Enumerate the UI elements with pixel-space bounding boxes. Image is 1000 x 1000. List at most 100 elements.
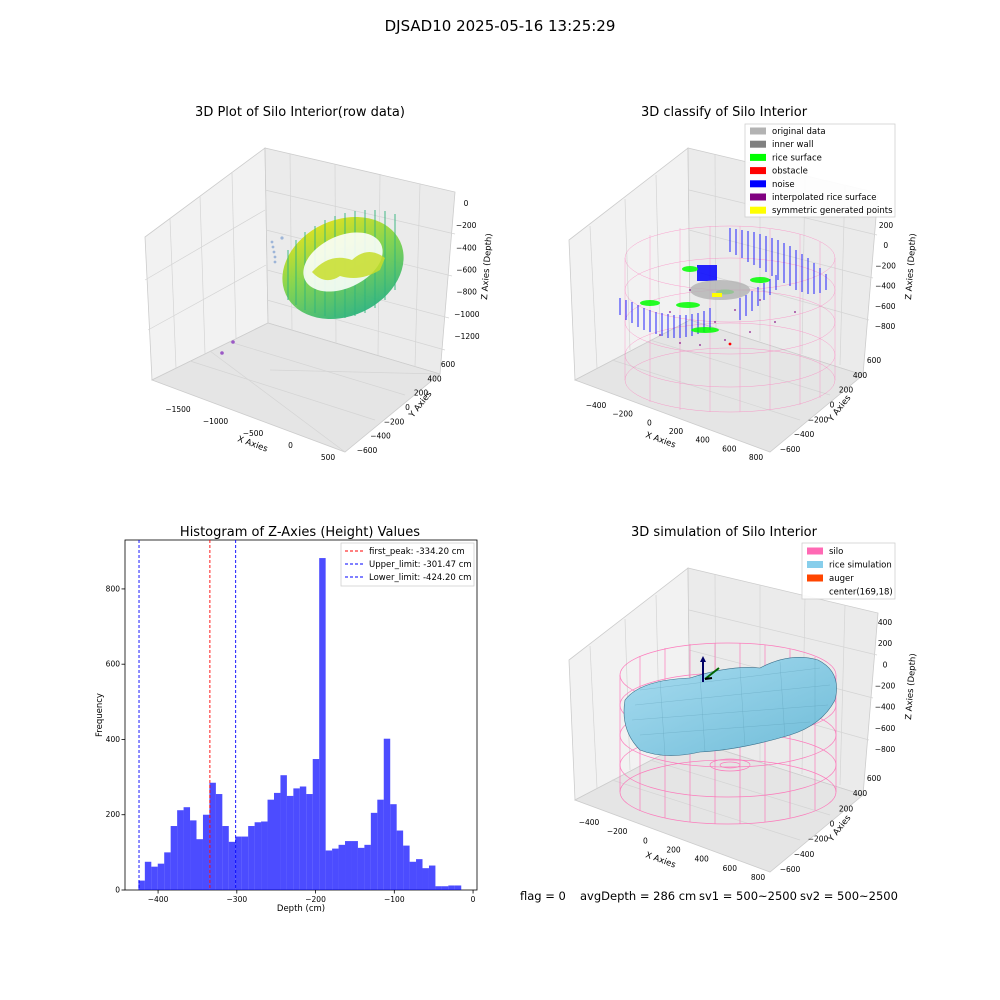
classify-symmetric-points — [712, 293, 722, 297]
histogram-bar — [338, 844, 346, 890]
raw-z-tick-label: −200 — [456, 221, 477, 230]
histogram-bar — [435, 886, 442, 890]
raw-z-tick-label: −1200 — [454, 332, 480, 341]
histogram-bar — [196, 839, 203, 890]
classify-y-tick-label: 600 — [867, 356, 882, 365]
histogram-bar — [364, 844, 371, 890]
simulation-z-tick-label: 400 — [878, 618, 893, 627]
simulation-legend-item-label: center(169,18) — [829, 588, 893, 598]
simulation-x-tick-label: −200 — [607, 827, 628, 836]
simulation-z-tick-label: 200 — [878, 639, 893, 648]
classify-legend: original data inner wall rice surface obsta… — [744, 123, 896, 218]
classify-silo-wireframe — [624, 225, 836, 413]
classify-interpolated-points — [659, 289, 796, 346]
raw-y-tick-label: 600 — [441, 360, 456, 369]
simulation-z-ticks: 400 200 0 −200 −400 −600 −800 — [875, 618, 896, 754]
classify-legend-item-label: obstacle — [772, 167, 808, 177]
classify-legend-item-label: interpolated rice surface — [772, 193, 877, 203]
classify-legend-item-swatch — [750, 206, 766, 214]
status-line: flag = 0 avgDepth = 286 cm sv1 = 500~250… — [520, 889, 898, 903]
raw-y-tick-label: −200 — [384, 417, 405, 426]
histogram-bar — [351, 841, 358, 890]
histogram-legend-label: first_peak: -334.20 cm — [369, 547, 465, 557]
histogram-bar — [157, 863, 165, 890]
histogram-bar — [416, 859, 423, 890]
raw-z-axis-label: Z Axies (Depth) — [480, 233, 495, 300]
classify-x-tick-label: 800 — [749, 453, 764, 462]
classify-y-tick-label: 0 — [830, 401, 835, 410]
raw-z-tick-label: 0 — [464, 199, 469, 208]
raw-x-tick-label: −1500 — [165, 405, 191, 414]
auger-direction-black — [704, 677, 713, 680]
histogram-bar — [202, 814, 210, 890]
simulation-y-tick-label: −400 — [794, 850, 815, 859]
raw-x-tick-label: −500 — [243, 429, 264, 438]
classify-legend-item-swatch — [750, 153, 766, 161]
histogram-bar — [448, 885, 455, 890]
raw-x-tick-label: 0 — [288, 441, 293, 450]
classify-y-tick-label: 400 — [853, 371, 868, 380]
classify-legend-item-swatch — [750, 193, 766, 201]
histogram-y-tick-label: 600 — [106, 660, 121, 669]
histogram-bar — [248, 826, 255, 890]
histogram-bars — [138, 558, 462, 890]
status-sv2: sv2 = 500~2500 — [800, 889, 898, 903]
histogram-bar — [403, 845, 410, 890]
histogram-bar — [441, 886, 449, 890]
histogram-bar — [151, 866, 158, 890]
panel-classify: 3D classify of Silo Interior — [568, 105, 919, 462]
histogram-bar — [332, 848, 339, 890]
classify-z-ticks: 200 0 −200 −400 −600 −800 — [875, 221, 896, 331]
simulation-y-tick-label: −600 — [780, 865, 801, 874]
histogram-bar — [144, 861, 152, 890]
histogram-bar — [306, 794, 313, 890]
simulation-x-ticks: −400 −200 0 200 400 600 800 — [579, 818, 766, 882]
classify-original-points — [690, 280, 750, 300]
raw-x-ticks: −1500 −1000 −500 0 500 — [165, 405, 335, 462]
raw-y-tick-label: 0 — [405, 403, 410, 412]
histogram-bar — [138, 880, 145, 890]
histogram-bar — [319, 558, 326, 890]
histogram-y-tick-label: 400 — [106, 735, 121, 744]
simulation-y-tick-label: 0 — [830, 820, 835, 829]
status-flag: flag = 0 — [520, 889, 566, 903]
simulation-y-tick-label: −200 — [808, 835, 829, 844]
classify-z-tick-label: −800 — [875, 322, 896, 331]
simulation-legend-item-swatch — [807, 547, 823, 555]
classify-legend-item-label: inner wall — [772, 140, 813, 150]
histogram-bar — [396, 830, 404, 890]
classify-z-axis-label: Z Axies (Depth) — [904, 233, 919, 300]
raw-y-tick-label: −600 — [357, 446, 378, 455]
classify-legend-item-label: noise — [772, 180, 795, 190]
raw-x-tick-label: −1000 — [203, 417, 229, 426]
histogram-y-ticks: 0 200 400 600 800 — [106, 584, 125, 895]
simulation-floor-pane — [574, 739, 864, 873]
histogram-bar — [325, 850, 333, 890]
simulation-z-tick-label: 0 — [883, 660, 888, 669]
classify-x-ticks: −400 −200 0 200 400 600 800 — [586, 401, 764, 462]
raw-z-tick-label: −400 — [456, 243, 477, 252]
raw-outlier-points — [270, 236, 284, 264]
histogram-bar — [261, 821, 268, 890]
classify-y-tick-label: −200 — [808, 415, 829, 424]
simulation-y-tick-label: 200 — [839, 804, 854, 813]
status-avg-depth: avgDepth = 286 cm — [580, 889, 696, 903]
classify-x-tick-label: 200 — [669, 427, 684, 436]
classify-y-tick-label: 200 — [839, 386, 854, 395]
simulation-z-tick-label: −600 — [875, 724, 896, 733]
histogram-bar — [222, 826, 229, 890]
histogram-vlines — [138, 540, 237, 890]
classify-z-tick-label: −400 — [875, 282, 896, 291]
classify-legend-item-swatch — [750, 180, 766, 188]
histogram-bar — [183, 807, 191, 890]
raw-pointcloud-surface — [312, 251, 385, 281]
classify-legend-item-swatch — [750, 127, 766, 135]
simulation-surface-mesh — [631, 660, 831, 756]
histogram-bar — [377, 799, 384, 890]
classify-legend-item-swatch — [750, 167, 766, 175]
simulation-z-axis-label: Z Axies (Depth) — [904, 653, 919, 720]
classify-obstacle-point — [728, 342, 732, 346]
histogram-bar — [267, 799, 274, 890]
